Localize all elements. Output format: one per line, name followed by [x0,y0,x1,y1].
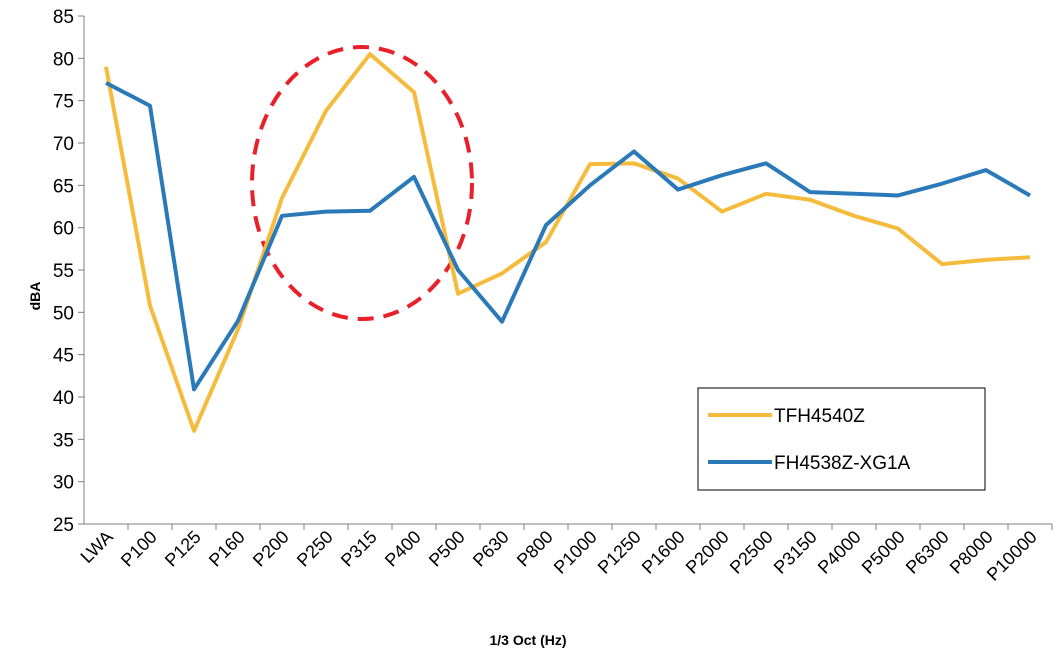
y-tick-label: 40 [53,388,74,409]
x-tick-label: P125 [161,527,205,571]
x-tick-label: LWA [77,527,117,567]
y-tick-label: 85 [53,7,74,28]
x-tick-label: P1000 [550,527,601,578]
x-tick-label: P100 [117,527,161,571]
series-line [105,81,1031,392]
y-tick-label: 70 [53,134,74,155]
x-tick-label: P4000 [814,527,865,578]
highlight-ellipse [250,45,474,321]
y-tick-label: 65 [53,176,74,197]
y-tick-label: 60 [53,219,74,240]
legend-box [697,387,986,491]
x-tick-label: P250 [293,527,337,571]
x-tick-label: P3150 [770,527,821,578]
x-tick-label: P500 [425,527,469,571]
x-tick-label: P1600 [638,527,689,578]
x-tick-label: P200 [249,527,293,571]
y-tick-label: 35 [53,430,74,451]
x-tick-label: P6300 [902,527,953,578]
y-tick-label: 45 [53,346,74,367]
y-tick-label: 25 [53,515,74,536]
x-tick-label: P2000 [682,527,733,578]
x-tick-label: P400 [381,527,425,571]
y-tick-label: 55 [53,261,74,282]
x-tick-label: P315 [337,527,381,571]
x-tick-label: P1250 [594,527,645,578]
y-tick-label: 50 [53,303,74,324]
legend-label: TFH4540Z [774,406,865,427]
legend-label: FH4538Z-XG1A [774,453,911,474]
x-tick-label: P10000 [983,527,1041,585]
y-tick-label: 80 [53,49,74,70]
x-tick-label: P2500 [726,527,777,578]
x-tick-label: P160 [205,527,249,571]
series-line [104,52,1031,433]
x-tick-label: P630 [469,527,513,571]
y-axis-label: dBA [27,282,43,311]
y-tick-label: 75 [53,92,74,113]
x-axis-label: 1/3 Oct (Hz) [489,632,566,648]
x-tick-label: P5000 [858,527,909,578]
y-tick-label: 30 [53,473,74,494]
